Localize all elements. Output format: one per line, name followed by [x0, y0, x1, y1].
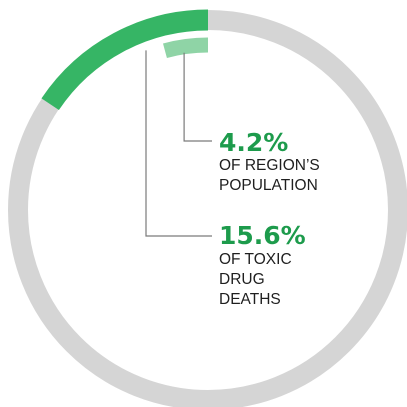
- leader-line-population: [183, 52, 212, 142]
- deaths-label-line-3: DEATHS: [219, 291, 281, 308]
- arc-region-population: [163, 37, 209, 58]
- deaths-label-line-2: DRUG: [219, 271, 265, 288]
- deaths-percent: 15.6%: [219, 221, 306, 250]
- population-label-line-1: OF REGION’S: [219, 157, 320, 174]
- population-percent: 4.2%: [219, 128, 288, 157]
- leader-line-deaths: [145, 50, 212, 237]
- deaths-label-line-1: OF TOXIC: [219, 251, 292, 268]
- arc-toxic-drug-deaths: [41, 9, 209, 111]
- population-label-line-2: POPULATION: [219, 177, 318, 194]
